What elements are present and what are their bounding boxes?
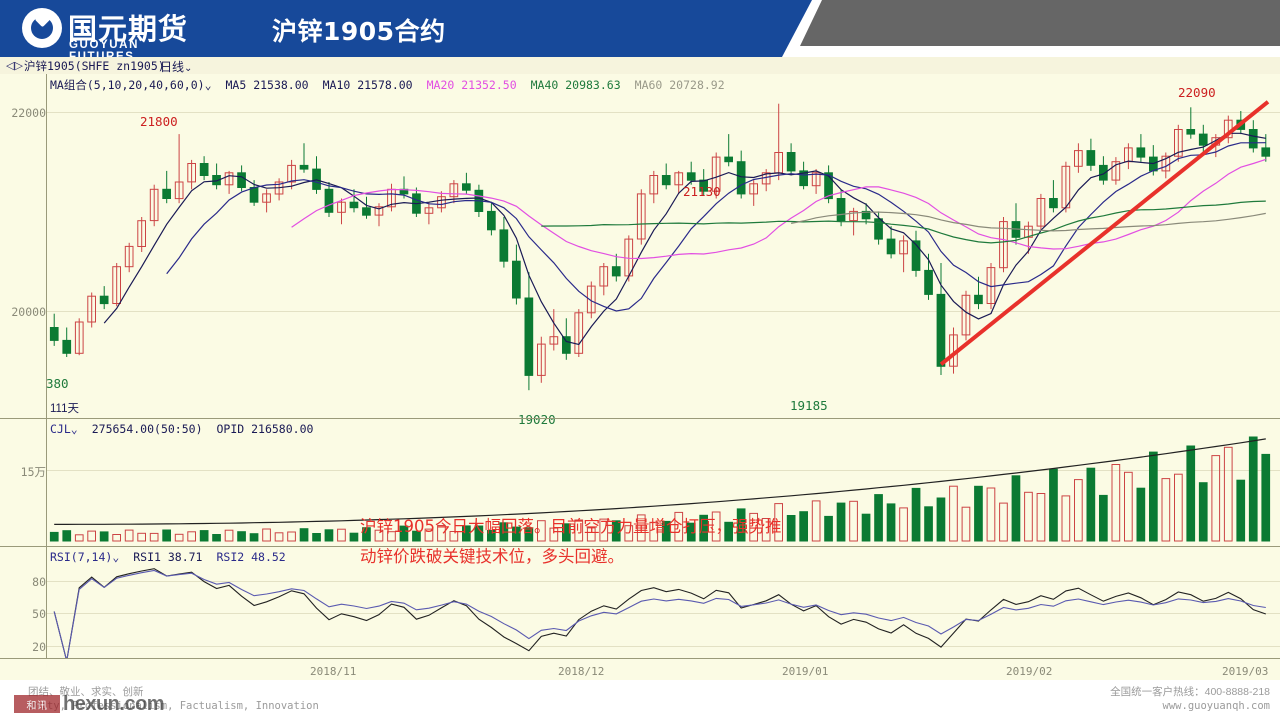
date-tick-3: 2019/02 (1006, 665, 1053, 678)
date-axis: 2018/11 2018/12 2019/01 2019/02 2019/03 (0, 658, 1280, 681)
date-tick-0: 2018/11 (310, 665, 357, 678)
brand-logo: 国元期货 GUOYUAN FUTURES (22, 6, 202, 63)
page-footer: 团结、敬业、求实、创新 Unity, Professionalism, Fact… (0, 680, 1280, 720)
open-interest-value: OPID 216580.00 (216, 422, 314, 436)
legend-ma40: MA40 20983.63 (530, 78, 621, 92)
cjl-label[interactable]: CJL⌄ (50, 422, 78, 436)
annotation-high-21130: 21130 (683, 184, 721, 199)
prev-next-arrows-icon[interactable]: ◁▷ (6, 60, 23, 72)
date-tick-4: 2019/03 (1222, 665, 1269, 678)
chevron-down-icon: ⌄ (184, 63, 193, 74)
days-count-label: 111天 (50, 403, 79, 415)
brand-name-cn: 国元期货 (68, 12, 189, 46)
gridline-rsi-80 (47, 581, 1280, 582)
annotation-high-21800: 21800 (140, 114, 178, 129)
annotation-low-19185: 19185 (790, 398, 828, 413)
chevron-down-icon: ⌄ (112, 550, 120, 564)
y-tick-20000: 20000 (11, 305, 46, 319)
hexun-watermark: 和讯 hexun.com (14, 692, 165, 716)
chart-canvas[interactable]: 22000 20000 111天 21800 22090 21130 19020… (0, 74, 1280, 680)
annotation-low-19020: 19020 (518, 412, 556, 427)
footer-hotline: 全国统一客户热线：400-8888-218 (1110, 686, 1270, 698)
page-header: 国元期货 GUOYUAN FUTURES 沪锌1905合约 (0, 0, 1280, 63)
gridline-rsi-20 (47, 646, 1280, 647)
gridline-20000 (47, 311, 1280, 312)
y-axis-separator (46, 74, 47, 658)
footer-website: www.guoyuanqh.com (1162, 700, 1270, 712)
gridline-rsi-50 (47, 613, 1280, 614)
rsi-plot-svg (53, 568, 1266, 659)
volume-value: 275654.00(50:50) (91, 422, 203, 436)
hexun-wordmark: hexun.com (63, 692, 165, 715)
period-label: 日线 (160, 60, 185, 74)
volume-panel[interactable]: 15万 CJL⌄ 275654.00(50:50) OPID 216580.00 (0, 418, 1280, 547)
legend-ma5: MA5 21538.00 (225, 78, 309, 92)
y-tick-22000: 22000 (11, 106, 46, 120)
chevron-down-icon: ⌄ (70, 422, 78, 436)
header-gray-band (800, 0, 1280, 46)
header-blue-band (0, 0, 812, 57)
volume-plot-svg (49, 436, 1271, 542)
y-tick-rsi-80: 80 (32, 575, 46, 589)
y-tick-rsi-50: 50 (32, 607, 46, 621)
ma-combo-label[interactable]: MA组合(5,10,20,40,60,0)⌄ (50, 78, 212, 92)
period-selector[interactable]: 日线⌄ (160, 58, 192, 75)
annotation-high-22090: 22090 (1178, 85, 1216, 100)
page-title: 沪锌1905合约 (272, 17, 446, 46)
volume-legend: CJL⌄ 275654.00(50:50) OPID 216580.00 (50, 422, 327, 436)
analysis-commentary: 沪锌1905今日大幅回落。目前空方力量增仓打压，强势推动锌价跌破关键技术位，多头… (360, 517, 782, 566)
logo-mark-icon (22, 8, 62, 48)
price-legend: MA组合(5,10,20,40,60,0)⌄ MA5 21538.00 MA10 2… (50, 77, 739, 93)
price-panel[interactable]: 22000 20000 111天 21800 22090 21130 19020… (0, 74, 1280, 427)
price-plot-svg (49, 100, 1271, 391)
contract-code-label: 沪锌1905(SHFE zn1905) (24, 59, 165, 73)
rsi-indicator-label[interactable]: RSI(7,14)⌄ (50, 550, 120, 564)
hexun-badge: 和讯 (14, 695, 60, 713)
legend-ma20: MA20 21352.50 (426, 78, 517, 92)
date-tick-1: 2018/12 (558, 665, 605, 678)
date-tick-2: 2019/01 (782, 665, 829, 678)
y-tick-rsi-20: 20 (32, 640, 46, 654)
rsi-panel[interactable]: 80 50 20 RSI(7,14)⌄ RSI1 38.71 RSI2 48.52 (0, 546, 1280, 659)
quote-toolbar: ◁▷ 沪锌1905(SHFE zn1905) 日线⌄ (0, 57, 1280, 75)
gridline-22000 (47, 112, 1280, 113)
rsi2-value: RSI2 48.52 (216, 550, 286, 564)
rsi1-value: RSI1 38.71 (133, 550, 203, 564)
footer-slogan-en: Unity, Professionalism, Factualism, Inno… (28, 700, 319, 712)
chevron-down-icon: ⌄ (204, 78, 212, 92)
rsi-legend: RSI(7,14)⌄ RSI1 38.71 RSI2 48.52 (50, 550, 300, 564)
legend-ma10: MA10 21578.00 (322, 78, 413, 92)
gridline-vol-150k (47, 470, 1280, 471)
legend-ma60: MA60 20728.92 (634, 78, 725, 92)
annotation-low-380: 380 (46, 376, 69, 391)
y-tick-vol-150k: 15万 (20, 465, 46, 479)
